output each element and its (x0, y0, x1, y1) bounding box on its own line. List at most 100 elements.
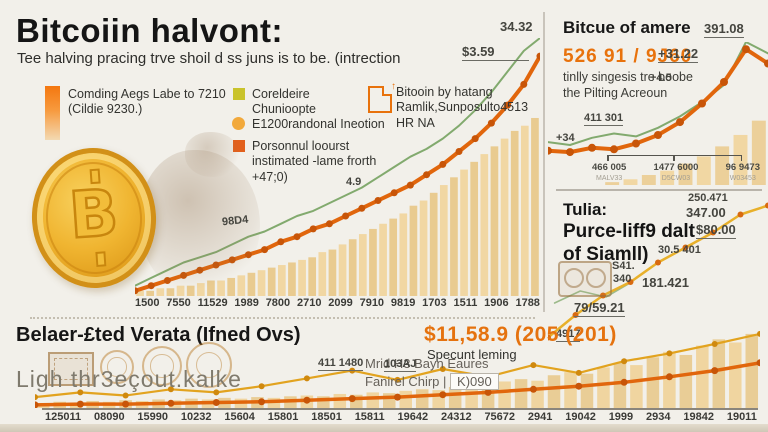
legend-circle-swatch (232, 117, 245, 130)
coin-symbol-stub-top (89, 168, 101, 185)
x-axis-label: 19011 (726, 411, 757, 423)
bracket-label-3-text: 96 9473 (725, 162, 760, 173)
bracket-tick-right (740, 156, 742, 161)
bracket-label-2: 1477 6000 D5CW03 (653, 162, 699, 184)
bracket-label-1-text: 466 005 (592, 162, 627, 173)
camera-sketch-icon (558, 261, 612, 297)
tulia-heading-2: Purce-liff9 dalt (563, 221, 695, 242)
x-axis-label: 7550 (166, 297, 191, 309)
x-axis-label: 24312 (440, 411, 472, 423)
x-axis-label: 9819 (390, 297, 416, 309)
x-axis-label: 7910 (359, 297, 385, 309)
right-panel-divider (556, 189, 762, 191)
main-chart-x-axis: 1500 7550 11529 1989 7800 2710 2099 7910 9819 170… (135, 297, 540, 309)
x-axis-label: 1511 (453, 297, 478, 309)
bottom-edge-strip (0, 424, 768, 432)
bottom-note-line2: Fanirel Chirp | (365, 373, 447, 389)
bracket-label-row: 466 005 MALV33 1477 6000 D5CW03 96 9473 … (592, 162, 760, 184)
engraving-sketch (140, 150, 260, 295)
cascade-value-2: 347.00 (686, 205, 726, 220)
main-annotation-359: $3.59 (462, 44, 529, 61)
mini-annotation-val: 411 301 (584, 112, 624, 126)
x-axis-label: 1999 (608, 411, 634, 423)
bottom-annotation-1: 411 1480 (318, 357, 364, 371)
legend-label-2: Coreldeire Chunioopte (252, 87, 316, 117)
main-annotation-3432: 34.32 (500, 19, 533, 34)
x-axis-label: 1989 (234, 297, 259, 309)
x-axis-label: 08090 (93, 411, 125, 423)
x-axis-label: 1906 (484, 297, 509, 309)
bottom-highlight-sub: Specunt leming (427, 347, 517, 362)
camera-value-2: 340 (613, 273, 632, 285)
page-subtitle: Tee halving pracing trve shoil d ss juns… (17, 50, 401, 67)
document-fold (382, 86, 392, 96)
mini-annotation-delta1: +31.22 (658, 46, 699, 63)
mini-annotation-peak: 391.08 (704, 21, 744, 38)
x-axis-label: 19042 (565, 411, 596, 423)
x-axis-label: 2710 (296, 297, 322, 309)
stamp-inner (54, 358, 88, 380)
coin-sketch-1 (100, 350, 134, 384)
bottom-note-line1: Mrid H3 Bayn Eaures (365, 356, 489, 371)
x-axis-label: 18501 (311, 411, 342, 423)
x-axis-label: 2934 (646, 411, 671, 423)
legend-yellow-swatch (233, 88, 245, 100)
page-title: Bitcoiin halvont: (16, 12, 283, 49)
legend-label-3: E1200randonal Ineotion (252, 117, 385, 131)
bracket-label-3-sub: W03453 (729, 175, 756, 183)
x-axis-label: 7800 (265, 297, 291, 309)
coin-sketch-1-inner (107, 357, 127, 377)
bracket-label-1: 466 005 MALV33 (592, 162, 627, 184)
x-axis-label: 75672 (484, 411, 516, 423)
cascade-value-4: 30.5 401 (658, 244, 701, 256)
document-arrow: ↑ (391, 81, 396, 92)
camera-lens-left (564, 268, 584, 288)
main-annotation-49: 4.9 (346, 176, 362, 188)
mini-chart-bracket (607, 155, 742, 161)
bracket-label-3: 96 9473 W03453 (725, 162, 760, 184)
bottom-annotation-2: 103AJ (384, 358, 417, 372)
x-axis-label: 1788 (515, 297, 540, 309)
stamp-sketch-icon (48, 352, 94, 386)
x-axis-label: 19642 (397, 411, 429, 423)
bitcoin-symbol: B (66, 175, 122, 255)
bracket-tick-left (607, 156, 609, 161)
bitcoin-document-icon: ↑ (368, 81, 396, 113)
x-axis-label: 15801 (267, 411, 299, 423)
main-chart (135, 38, 540, 296)
x-axis-label: 1703 (422, 297, 447, 309)
bottom-axis-line (42, 408, 758, 410)
x-axis-label: 19842 (683, 411, 714, 423)
mini-annotation-delta3: +34 (556, 132, 575, 144)
x-axis-label: 125011 (45, 411, 82, 423)
tulia-heading-1: Tulia: (563, 200, 608, 219)
x-axis-label: 15604 (224, 411, 255, 423)
x-axis-label: 10232 (180, 411, 212, 423)
x-axis-label: 1500 (135, 297, 160, 309)
coin-sketch-3-inner (195, 351, 223, 379)
cascade-value-7: 4917 (556, 328, 581, 342)
x-axis-label: 2941 (527, 411, 553, 423)
cascade-value-1: 250.471 (688, 192, 728, 204)
x-axis-label: 15811 (354, 411, 385, 423)
camera-lens-right (586, 268, 606, 288)
bracket-label-2-text: 1477 6000 (653, 162, 699, 173)
right-panel-highlight: 526 91 / 9J60 (563, 46, 693, 67)
bottom-highlight: $11,58.9 (205 (201) (424, 323, 617, 346)
bracket-label-2-sub: D5CW03 (661, 175, 691, 183)
bottom-wide-chart (35, 330, 760, 408)
cascade-value-6: 79/59.21 (574, 300, 625, 317)
legend-gradient-swatch (45, 86, 60, 140)
bottom-note: Mrid H3 Bayn Eaures Fanirel Chirp | K)09… (365, 355, 499, 390)
right-panel-heading: Bitcue of amere (563, 18, 691, 37)
bottom-chart-x-axis: 125011 08090 15990 10232 15604 15801 18501 1581… (45, 411, 757, 423)
coin-symbol-stub-bottom (95, 251, 107, 267)
x-axis-label: 2099 (328, 297, 353, 309)
cascade-value-5: 181.421 (642, 275, 689, 290)
engraving-sketch-top (185, 132, 240, 177)
coin-sketch-2 (142, 346, 182, 386)
legend-label-1-line1: Comding Aegs Labe to 7210 (68, 87, 226, 101)
camera-value-1: S41. (612, 260, 635, 272)
coin-sketch-3 (186, 342, 232, 388)
